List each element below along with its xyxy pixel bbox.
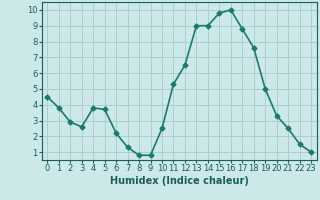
X-axis label: Humidex (Indice chaleur): Humidex (Indice chaleur) [110, 176, 249, 186]
